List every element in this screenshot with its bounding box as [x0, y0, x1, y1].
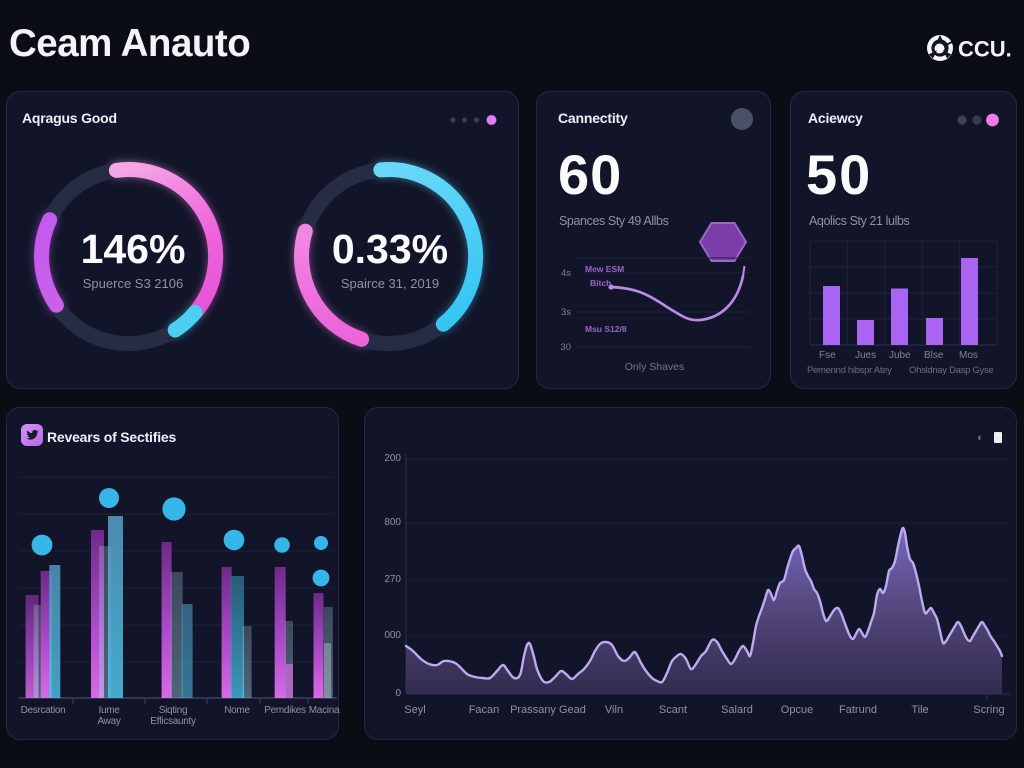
svg-text:CCU.: CCU. — [958, 37, 1012, 62]
svg-text:◐: ◐ — [977, 432, 984, 444]
